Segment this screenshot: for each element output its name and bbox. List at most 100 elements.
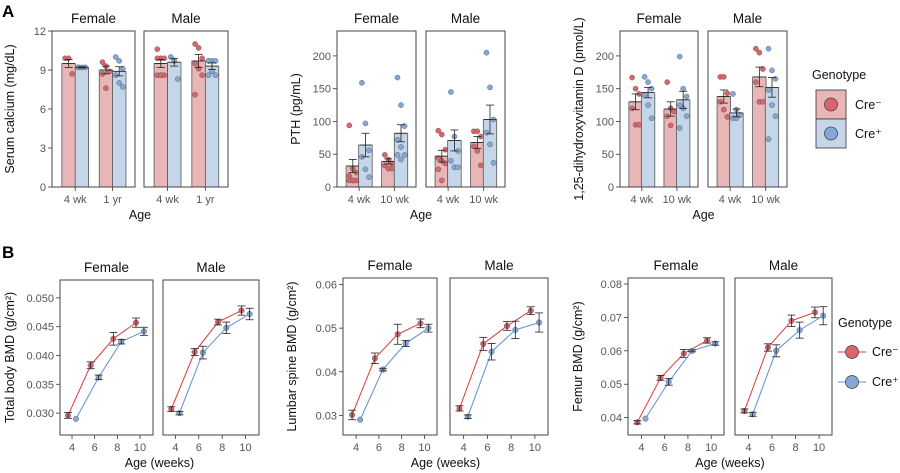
data-point bbox=[438, 131, 445, 138]
data-point bbox=[648, 115, 655, 121]
data-point bbox=[629, 105, 635, 112]
x-tick-label: 4 wk bbox=[348, 194, 371, 206]
y-axis-label: Serum calcium (mg/dL) bbox=[3, 44, 17, 173]
data-point bbox=[753, 45, 759, 52]
legend-a-point-icon bbox=[824, 126, 838, 141]
facet-frame bbox=[162, 279, 260, 436]
legend-a-title: Genotype bbox=[812, 68, 866, 82]
series-line bbox=[179, 313, 250, 414]
series-line bbox=[743, 311, 816, 412]
data-point bbox=[195, 45, 202, 51]
facet-frame bbox=[627, 277, 725, 436]
facet-label: Female bbox=[84, 260, 129, 275]
data-point bbox=[382, 152, 388, 158]
bar bbox=[628, 101, 643, 188]
data-point bbox=[629, 74, 635, 81]
facet-frame bbox=[707, 30, 788, 188]
data-point bbox=[161, 55, 168, 62]
data-point bbox=[448, 89, 454, 95]
data-point bbox=[442, 146, 449, 153]
x-tick-label: 8 bbox=[685, 442, 691, 454]
x-axis-label: Age (weeks) bbox=[695, 456, 764, 470]
bar bbox=[663, 108, 678, 188]
data-point bbox=[721, 74, 727, 80]
data-point bbox=[359, 79, 365, 86]
facet-frame bbox=[425, 30, 506, 188]
y-tick-label: 6 bbox=[40, 104, 46, 116]
data-point bbox=[474, 148, 481, 154]
panel-label-b: B bbox=[2, 243, 14, 262]
bar bbox=[74, 67, 89, 188]
legend-a: Genotype Cre⁻ Cre⁺ bbox=[812, 68, 882, 149]
data-point bbox=[398, 156, 404, 163]
y-tick-label: 100 bbox=[596, 116, 614, 128]
x-tick-label: 4 wk bbox=[719, 194, 742, 206]
data-point bbox=[205, 58, 212, 64]
data-point bbox=[730, 91, 736, 97]
y-tick-label: 9 bbox=[40, 65, 46, 77]
y-tick-label: 0.04 bbox=[316, 367, 337, 379]
data-point bbox=[483, 49, 490, 56]
chart-panel-3: 0 50 100 150 200 1,25-dihydroxyvitamin D (pmo… bbox=[572, 11, 788, 222]
data-point bbox=[112, 72, 119, 78]
data-point bbox=[112, 54, 119, 60]
legend-b-point-icon bbox=[845, 375, 859, 389]
data-point bbox=[676, 53, 683, 60]
data-point bbox=[769, 102, 775, 108]
y-tick-label: 200 bbox=[596, 51, 614, 63]
facet-frame bbox=[51, 30, 136, 188]
data-point bbox=[398, 144, 404, 150]
y-tick-label: 50 bbox=[319, 149, 331, 161]
data-point bbox=[676, 125, 683, 131]
data-point bbox=[192, 60, 198, 67]
x-tick-label: 4 wk bbox=[437, 194, 460, 206]
data-point bbox=[199, 55, 205, 62]
data-point bbox=[756, 49, 763, 56]
legend-b-label-cre-plus: Cre⁺ bbox=[872, 375, 899, 389]
x-axis-label: Age bbox=[129, 208, 151, 222]
data-point bbox=[772, 76, 779, 82]
facet-frame bbox=[734, 277, 833, 436]
chart-panel-6: 0.04 0.05 0.06 0.07 0.08 Femur BMD (g/cm²) Age… bbox=[571, 258, 833, 470]
data-point bbox=[671, 108, 678, 115]
data-point bbox=[174, 76, 181, 82]
data-point bbox=[389, 165, 395, 172]
data-point bbox=[490, 159, 497, 166]
data-point bbox=[366, 147, 372, 154]
y-axis-label: Total body BMD (g/cm²) bbox=[3, 292, 17, 423]
data-point bbox=[765, 136, 772, 142]
facet-frame bbox=[336, 30, 417, 188]
data-point bbox=[636, 121, 642, 128]
facet-label: Female bbox=[636, 11, 681, 26]
facet-frame bbox=[342, 277, 438, 436]
series-line bbox=[459, 310, 532, 409]
facet-label: Female bbox=[367, 258, 412, 273]
x-tick-label: 6 bbox=[769, 442, 775, 454]
y-tick-label: 3 bbox=[40, 143, 46, 155]
series-line bbox=[752, 315, 824, 415]
x-tick-label: 4 wk bbox=[64, 194, 87, 206]
y-tick-label: 0.05 bbox=[316, 323, 337, 335]
chart-panel-2: 0 50 100 150 200 PTH (pg/mL) Age Female 4 wk 10 w… bbox=[289, 11, 506, 222]
data-point bbox=[401, 152, 408, 158]
data-point bbox=[106, 68, 113, 75]
data-point bbox=[199, 72, 205, 78]
x-tick-label: 6 bbox=[662, 442, 668, 454]
y-tick-label: 0.06 bbox=[601, 346, 622, 358]
x-axis-label: Age (weeks) bbox=[411, 456, 480, 470]
facet-label: Male bbox=[484, 258, 513, 273]
facet-label: Male bbox=[769, 258, 798, 273]
data-point bbox=[394, 137, 401, 143]
series-line bbox=[636, 340, 708, 423]
data-point bbox=[683, 113, 690, 120]
legend-b-point-icon bbox=[845, 345, 859, 359]
data-point bbox=[478, 162, 484, 169]
y-tick-label: 0.040 bbox=[26, 350, 54, 362]
x-tick-label: 10 wk bbox=[663, 194, 692, 206]
x-tick-label: 4 bbox=[353, 442, 359, 454]
data-point bbox=[483, 129, 490, 136]
facet-label: Male bbox=[733, 11, 762, 26]
facet-label: Male bbox=[196, 260, 225, 275]
y-tick-label: 0 bbox=[40, 182, 46, 194]
data-point bbox=[366, 174, 372, 180]
